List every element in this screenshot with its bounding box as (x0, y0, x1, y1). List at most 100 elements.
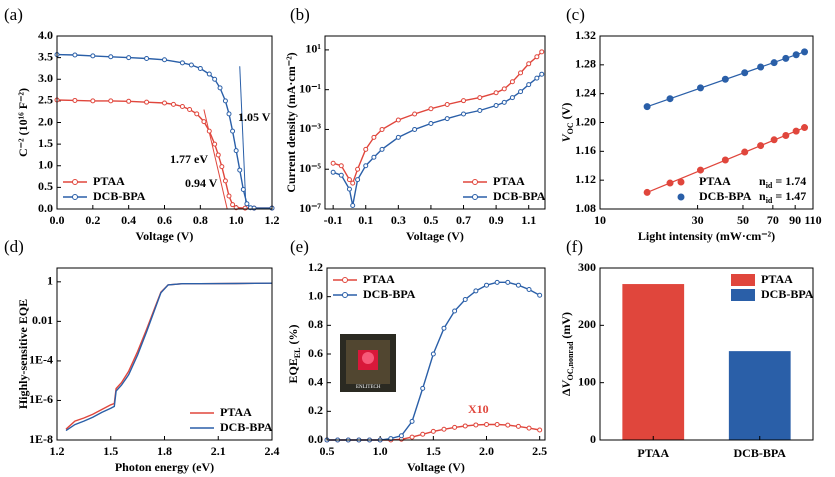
marker (509, 95, 515, 101)
x-tick-label: 2.0 (479, 444, 494, 458)
y-axis-label: EQEEL (%) (286, 324, 303, 383)
y-axis-label: ΔVOC,nonrad (mV) (559, 312, 576, 396)
inset-photo (340, 334, 396, 392)
italic: V (559, 133, 573, 142)
x-tick-label: 0.9 (489, 213, 504, 227)
marker (539, 49, 545, 55)
annotation: X10 (468, 402, 489, 416)
x-tick-label: -0.1 (324, 213, 343, 227)
y-tick-label: 2.5 (38, 93, 53, 107)
text-part: Δ (559, 388, 573, 396)
marker (346, 177, 352, 183)
marker (412, 111, 418, 117)
marker (721, 75, 729, 83)
marker (242, 205, 248, 211)
marker (484, 282, 490, 288)
bar (622, 284, 685, 440)
y-tick-label: 3.5 (38, 49, 53, 63)
legend-label: PTAA (699, 174, 731, 188)
plot-frame (326, 267, 546, 441)
subscript: OC,nonrad (566, 341, 575, 380)
subscript: EL (293, 347, 302, 358)
subscript: id (766, 196, 773, 205)
panel-label: (d) (4, 237, 24, 256)
x-tick-label: 0.5 (423, 213, 438, 227)
y-tick-label: 0.6 (308, 346, 323, 360)
y-tick-label: 0.8 (308, 317, 323, 331)
y-tick-label: 200 (578, 317, 596, 331)
marker (244, 201, 250, 207)
marker (666, 95, 674, 103)
marker (770, 136, 778, 144)
y-tick-label: 0.2 (308, 403, 323, 417)
marker (363, 163, 369, 169)
marker (379, 126, 385, 132)
plot-frame (324, 35, 546, 210)
x-tick-label: 70 (767, 213, 779, 227)
bar (728, 351, 791, 440)
marker (757, 63, 765, 71)
legend-label: PTAA (220, 405, 252, 419)
marker (515, 423, 521, 429)
marker (643, 103, 651, 111)
y-tick-label: 0 (590, 432, 596, 446)
marker (473, 422, 479, 428)
marker (398, 433, 404, 439)
marker (338, 172, 344, 178)
marker (108, 54, 114, 60)
y-axis-label: Current density (mA·cm⁻²) (284, 52, 298, 192)
legend-marker (72, 194, 78, 200)
legend-marker (472, 179, 478, 185)
y-tick-label: 1.2 (308, 260, 323, 274)
marker (230, 202, 236, 208)
marker (782, 54, 790, 62)
marker (537, 427, 543, 433)
marker (338, 163, 344, 169)
legend-swatch (731, 274, 755, 286)
y-tick-label: 1.12 (575, 172, 596, 186)
italic: V (559, 380, 573, 389)
marker (222, 98, 228, 104)
legend-label: DCB-BPA (220, 420, 273, 434)
x-tick-label: 90 (789, 213, 801, 227)
x-axis-label: Voltage (V) (136, 229, 194, 243)
x-tick-label: DCB-BPA (734, 446, 787, 460)
marker (770, 59, 778, 67)
marker (379, 146, 385, 152)
x-tick-label: 1.5 (103, 444, 118, 458)
legend-marker (72, 179, 78, 185)
marker (501, 99, 507, 105)
marker (197, 65, 203, 71)
legend-label: PTAA (93, 174, 125, 188)
text-part: (mV) (559, 312, 573, 342)
y-tick-label: 1 (47, 274, 53, 288)
marker (350, 202, 356, 208)
marker (395, 134, 401, 140)
marker (444, 116, 450, 122)
marker (217, 85, 223, 91)
marker (697, 84, 705, 92)
plot-frame (56, 267, 273, 441)
x-tick-label: 110 (804, 213, 821, 227)
annotation: 1.77 eV (170, 152, 208, 166)
marker (219, 164, 225, 170)
fit-line (239, 66, 247, 210)
marker (462, 423, 468, 429)
panel-label: (a) (4, 5, 23, 24)
x-tick-label: 2.1 (211, 444, 226, 458)
text-part: n (759, 174, 766, 188)
marker (757, 142, 765, 150)
legend-label: DCB-BPA (493, 189, 546, 203)
legend-label: DCB-BPA (93, 189, 146, 203)
marker (473, 288, 479, 294)
marker (371, 134, 377, 140)
x-axis-label: Photon energy (eV) (115, 460, 214, 474)
y-tick-label: 2.0 (38, 114, 53, 128)
x-axis-label: Light intensity (mW·cm⁻²) (638, 229, 775, 243)
marker (226, 193, 232, 199)
x-tick-label: 50 (737, 213, 749, 227)
marker (330, 169, 336, 175)
marker (430, 428, 436, 434)
marker (126, 98, 132, 104)
